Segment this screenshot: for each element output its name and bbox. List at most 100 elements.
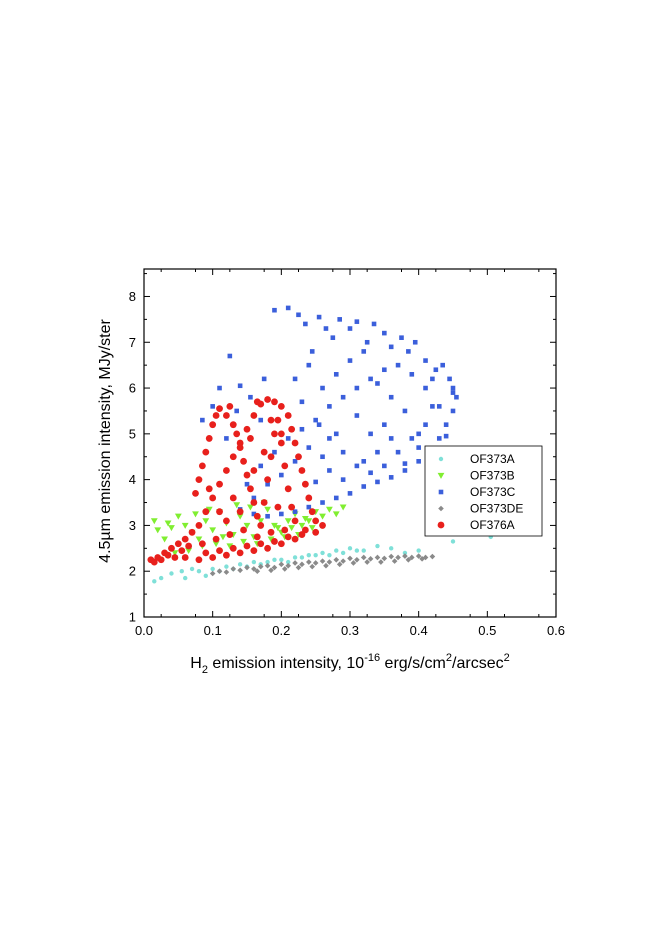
data-point — [271, 430, 278, 438]
data-point — [301, 515, 309, 522]
data-point — [210, 404, 215, 409]
data-point — [402, 408, 408, 414]
data-point — [323, 562, 329, 569]
data-point — [237, 562, 243, 567]
data-point — [306, 552, 311, 558]
x-tick-label: 0.5 — [478, 623, 496, 638]
data-point — [195, 522, 203, 529]
data-point — [219, 534, 227, 541]
data-point — [299, 555, 305, 560]
data-point — [309, 349, 315, 354]
legend-label: OF373C — [470, 485, 516, 499]
data-point — [306, 559, 312, 565]
data-point — [202, 549, 210, 557]
data-point — [454, 394, 459, 400]
data-point — [368, 431, 373, 437]
data-point — [253, 398, 261, 406]
data-point — [284, 533, 292, 541]
data-point — [364, 339, 370, 345]
data-point — [274, 503, 282, 511]
legend-label: OF373DE — [470, 502, 523, 516]
data-point — [316, 422, 322, 427]
data-point — [244, 481, 250, 487]
data-point — [416, 459, 421, 464]
data-point — [364, 559, 370, 565]
data-point — [375, 449, 380, 455]
data-point — [209, 554, 217, 561]
data-point — [292, 459, 298, 464]
data-point — [326, 506, 333, 513]
data-point — [278, 561, 285, 568]
data-point — [347, 546, 353, 551]
data-point — [308, 525, 316, 532]
data-point — [271, 522, 278, 529]
data-point — [354, 548, 360, 553]
data-point — [350, 560, 357, 566]
data-point — [216, 508, 223, 516]
data-point — [212, 412, 220, 419]
data-point — [292, 509, 298, 514]
data-point — [229, 544, 237, 552]
data-point — [192, 489, 199, 497]
data-point — [430, 376, 435, 382]
data-point — [291, 517, 299, 525]
data-point — [202, 448, 210, 456]
data-point — [205, 435, 213, 442]
data-point — [181, 522, 189, 529]
data-point — [303, 321, 308, 327]
data-point — [227, 353, 233, 359]
data-point — [443, 433, 449, 439]
legend-label: OF373A — [470, 452, 515, 466]
data-point — [251, 566, 257, 572]
data-point — [209, 494, 217, 502]
data-point — [257, 563, 264, 570]
data-point — [330, 335, 336, 340]
data-point — [174, 540, 182, 548]
data-point — [168, 525, 175, 532]
x-tick-label: 0.3 — [341, 623, 359, 638]
data-point — [181, 554, 189, 561]
data-point — [327, 552, 332, 558]
y-tick-label: 1 — [129, 610, 136, 625]
data-point — [210, 566, 215, 572]
data-point — [192, 511, 199, 518]
data-point — [319, 522, 326, 529]
data-point — [295, 564, 302, 571]
data-point — [209, 527, 217, 534]
data-point — [416, 431, 421, 437]
data-point — [216, 547, 223, 555]
data-point — [212, 541, 220, 548]
data-point — [450, 539, 456, 544]
data-point — [223, 551, 230, 559]
data-point — [150, 558, 158, 566]
data-point — [272, 307, 277, 313]
data-point — [327, 468, 332, 473]
data-point — [388, 553, 394, 560]
data-point — [251, 511, 257, 517]
data-point — [274, 416, 282, 424]
data-point — [416, 445, 421, 450]
data-point — [260, 499, 268, 506]
data-point — [258, 417, 264, 423]
data-point — [217, 385, 222, 391]
data-point — [203, 573, 208, 578]
data-point — [326, 559, 333, 565]
data-point — [319, 513, 326, 520]
data-point — [271, 538, 278, 545]
data-point — [419, 556, 425, 562]
data-point — [423, 358, 428, 363]
data-point — [223, 569, 230, 575]
data-point — [354, 385, 360, 391]
data-point — [264, 396, 271, 403]
y-tick-label: 5 — [129, 426, 136, 441]
data-point — [306, 362, 312, 368]
data-point — [288, 425, 296, 433]
data-point — [205, 506, 213, 513]
data-point — [301, 480, 309, 488]
data-point — [185, 548, 193, 555]
data-point — [395, 554, 401, 561]
data-point — [285, 305, 291, 311]
data-point — [409, 372, 415, 377]
data-point — [223, 517, 230, 525]
data-point — [265, 513, 270, 519]
